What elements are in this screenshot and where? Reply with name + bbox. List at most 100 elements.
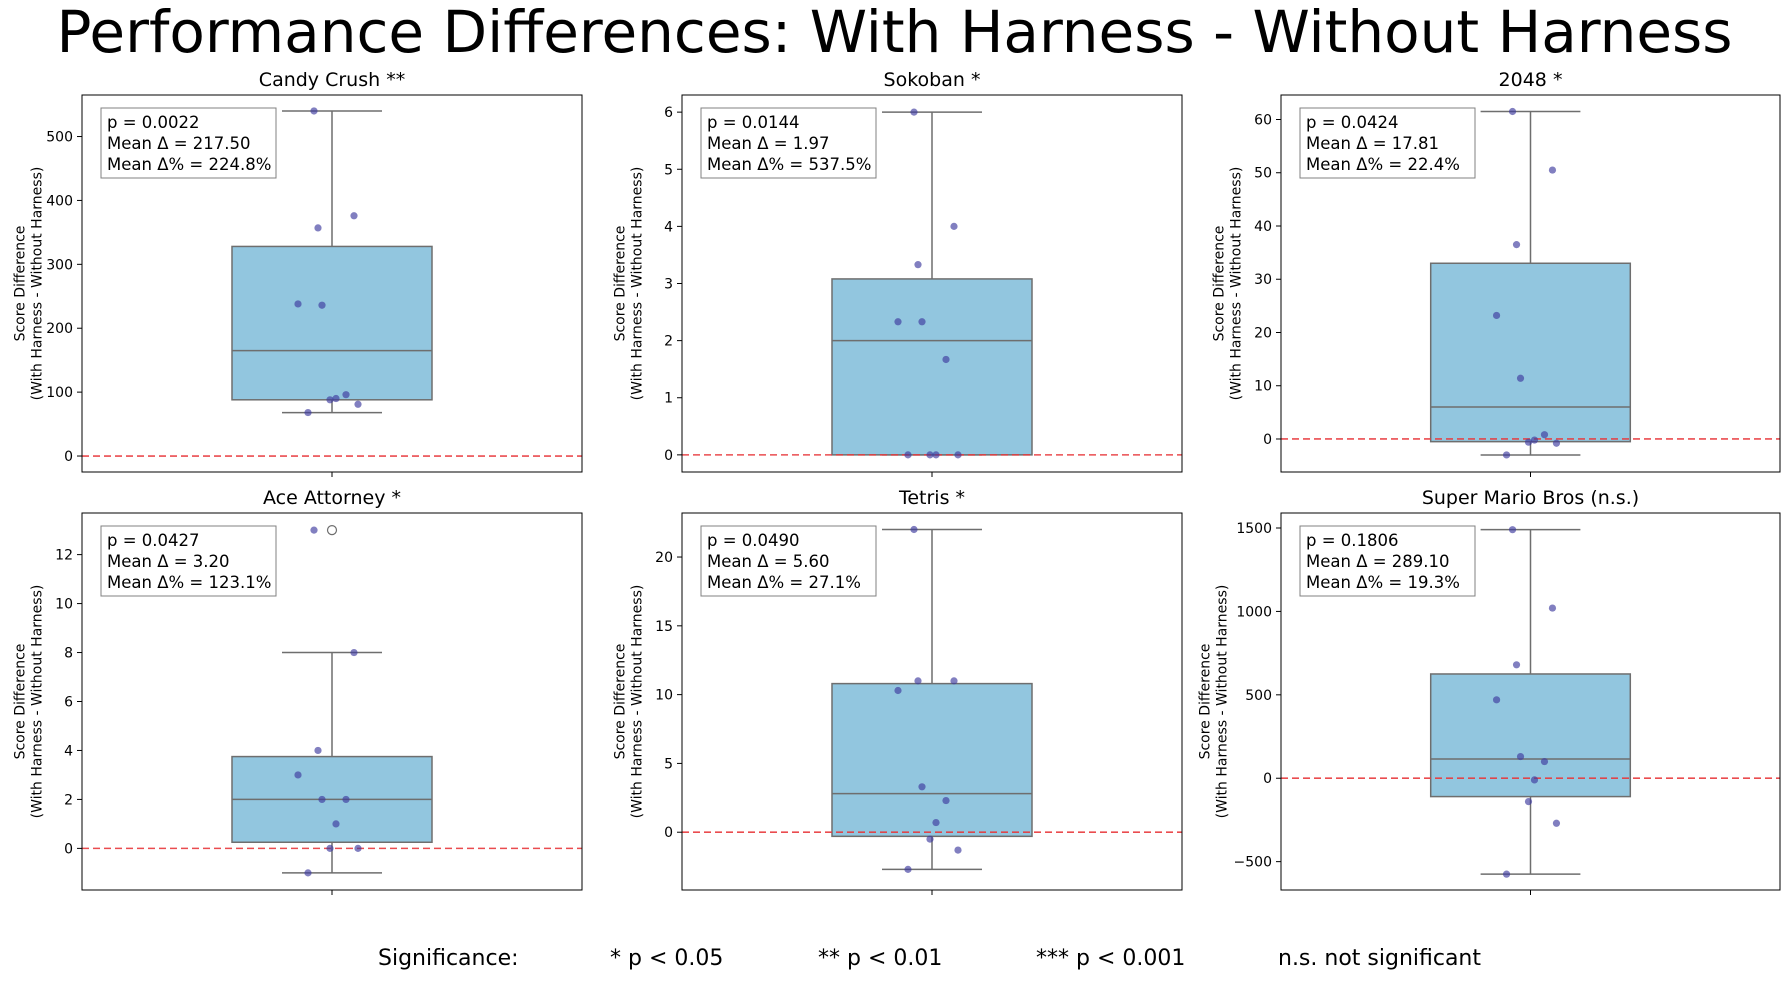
- y-tick-label: 10: [655, 688, 673, 704]
- data-point: [926, 835, 934, 843]
- data-point: [1530, 436, 1539, 444]
- legend-item: *** p < 0.001: [1036, 946, 1186, 971]
- data-point: [1508, 107, 1517, 116]
- data-point: [894, 318, 902, 326]
- data-point: [318, 301, 326, 309]
- y-tick-label: 0: [64, 449, 73, 465]
- iqr-box: [231, 755, 433, 844]
- data-point: [950, 677, 958, 685]
- y-tick-label: 0: [1263, 432, 1272, 448]
- y-tick-label: 100: [46, 385, 73, 401]
- y-tick-label: 10: [1254, 379, 1272, 395]
- y-tick-label: 500: [46, 130, 73, 146]
- stats-line: Mean Δ = 1.97: [707, 134, 830, 153]
- data-point: [954, 846, 962, 854]
- stats-box: [700, 525, 877, 597]
- stats-line: p = 0.0144: [707, 113, 800, 132]
- legend-label: Significance:: [378, 946, 519, 971]
- y-tick-label: 5: [664, 162, 673, 178]
- y-axis-label-line: Score Difference: [1198, 644, 1214, 760]
- data-point: [332, 820, 340, 828]
- data-point: [1540, 757, 1549, 766]
- data-point: [1540, 431, 1549, 439]
- data-point: [1516, 374, 1525, 382]
- stats-line: p = 0.0427: [107, 531, 200, 550]
- data-point: [950, 222, 958, 230]
- y-axis-label-line: Score Difference: [1212, 226, 1228, 342]
- outlier-marker: [326, 525, 338, 536]
- data-point: [1548, 604, 1557, 612]
- y-axis-label-line: (With Harness - Without Harness): [629, 167, 645, 401]
- y-tick-label: 500: [1245, 688, 1272, 704]
- y-tick-label: 2: [64, 792, 73, 808]
- iqr-box: [831, 278, 1033, 456]
- y-axis-label-line: Score Difference: [613, 644, 629, 760]
- y-axis-label-line: Score Difference: [13, 226, 29, 342]
- y-tick-label: 4: [64, 743, 73, 759]
- data-point: [1502, 451, 1511, 459]
- y-tick-label: 0: [664, 448, 673, 464]
- y-axis-label-line: (With Harness - Without Harness): [1214, 585, 1230, 819]
- stats-line: Mean Δ% = 123.1%: [107, 573, 271, 592]
- stats-box: [100, 525, 277, 597]
- data-point: [354, 400, 362, 408]
- data-point: [894, 686, 902, 695]
- panel-title: Super Mario Bros (n.s.): [1422, 487, 1639, 509]
- data-point: [1552, 819, 1561, 827]
- data-point: [1552, 439, 1561, 447]
- y-tick-label: 4: [664, 219, 673, 235]
- data-point: [1492, 696, 1501, 704]
- y-axis-label: Score Difference(With Harness - Without …: [1198, 585, 1231, 819]
- y-tick-label: 2: [664, 334, 673, 350]
- stats-line: p = 0.0022: [107, 113, 200, 132]
- iqr-box: [231, 245, 433, 401]
- data-point: [326, 396, 334, 404]
- stats-line: Mean Δ = 289.10: [1306, 552, 1450, 571]
- y-axis-label-line: (With Harness - Without Harness): [629, 585, 645, 819]
- y-tick-label: 30: [1254, 272, 1272, 288]
- data-point: [1512, 241, 1521, 249]
- stats-line: Mean Δ% = 27.1%: [707, 573, 861, 592]
- y-axis-label-line: (With Harness - Without Harness): [29, 167, 45, 401]
- legend-item: * p < 0.05: [610, 946, 724, 971]
- data-point: [1508, 526, 1517, 534]
- stats-box: [700, 107, 877, 179]
- y-tick-label: 400: [46, 193, 73, 209]
- iqr-box: [1429, 262, 1632, 443]
- panel-title: Candy Crush **: [259, 69, 405, 91]
- data-point: [954, 451, 962, 459]
- y-tick-label: 6: [664, 105, 673, 121]
- panel-title: Sokoban *: [884, 69, 981, 91]
- data-point: [1516, 752, 1525, 761]
- y-axis-label: Score Difference(With Harness - Without …: [13, 585, 46, 819]
- axes-frame: [1280, 512, 1781, 891]
- axes-frame: [81, 512, 583, 891]
- y-tick-label: 20: [655, 550, 673, 566]
- data-point: [1530, 776, 1539, 784]
- stats-line: Mean Δ = 17.81: [1306, 134, 1439, 153]
- data-point: [350, 212, 358, 220]
- data-point: [914, 677, 922, 685]
- data-point: [318, 795, 326, 804]
- data-point: [342, 391, 350, 399]
- y-axis-label-line: Score Difference: [613, 226, 629, 342]
- stats-line: p = 0.1806: [1306, 531, 1399, 550]
- stats-line: Mean Δ% = 22.4%: [1306, 155, 1460, 174]
- data-point: [910, 525, 918, 534]
- stats-line: Mean Δ = 3.20: [107, 552, 230, 571]
- y-tick-label: 12: [55, 548, 73, 564]
- y-tick-label: 0: [1263, 771, 1272, 787]
- data-point: [904, 865, 912, 873]
- y-tick-label: 1500: [1236, 521, 1272, 537]
- y-tick-label: 3: [664, 277, 673, 293]
- y-axis-label: Score Difference(With Harness - Without …: [613, 167, 646, 401]
- data-point: [1512, 661, 1521, 669]
- data-point: [304, 408, 312, 417]
- data-point: [914, 261, 922, 269]
- y-axis-label: Score Difference(With Harness - Without …: [1212, 167, 1245, 401]
- y-axis-label-line: (With Harness - Without Harness): [29, 585, 45, 819]
